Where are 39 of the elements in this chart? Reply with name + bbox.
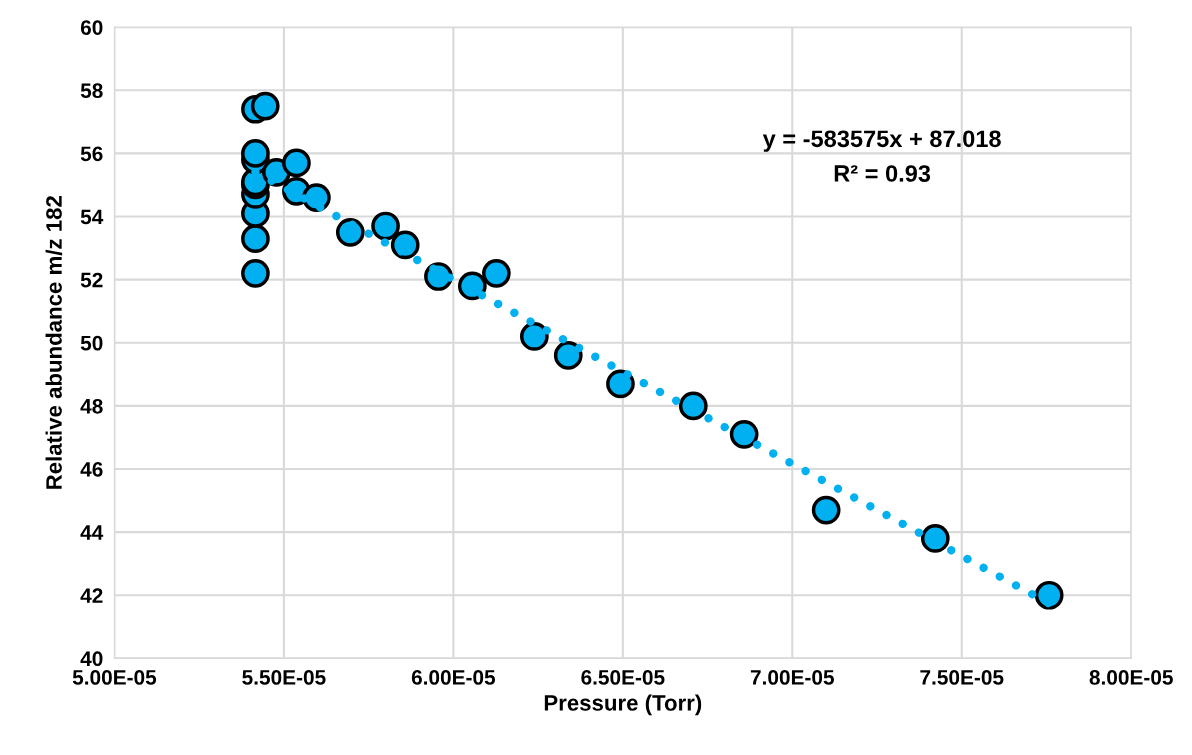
point — [250, 91, 280, 121]
y-tick-label: 58 — [80, 83, 103, 99]
x-axis-title: Pressure (Torr) — [544, 694, 702, 716]
point — [282, 148, 311, 178]
x-tick-label: 5.00E-05 — [72, 670, 157, 685]
point — [520, 322, 549, 351]
y-tick-label: 54 — [80, 209, 104, 225]
y-tick-label: 46 — [80, 462, 103, 477]
x-tick-label: 7.00E-05 — [750, 670, 834, 685]
point — [811, 495, 841, 525]
x-tick-label: 6.50E-05 — [581, 670, 665, 685]
annotation: R² = 0.93 — [834, 165, 931, 182]
point — [678, 391, 708, 421]
y-tick-label: 48 — [80, 398, 103, 414]
y-tick-label: 40 — [80, 651, 103, 667]
point — [241, 139, 270, 168]
point — [241, 224, 270, 253]
point — [920, 524, 950, 553]
x-tick-label: 6.00E-05 — [411, 670, 496, 685]
y-tick-label: 50 — [80, 335, 103, 351]
point — [729, 419, 759, 449]
annotation: y = -583575x + 87.018 — [762, 130, 1001, 152]
y-tick-label: 52 — [80, 272, 103, 288]
point — [482, 258, 511, 288]
y-tick-label: 60 — [80, 20, 103, 35]
x-tick-label: 7.50E-05 — [920, 670, 1004, 685]
point — [606, 369, 635, 399]
x-tick-label: 8.00E-05 — [1089, 670, 1173, 685]
y-tick-label: 42 — [80, 588, 103, 603]
x-tick-label: 5.50E-05 — [242, 670, 326, 685]
point — [371, 211, 400, 241]
point — [390, 230, 420, 260]
y-tick-label: 44 — [80, 525, 104, 540]
y-axis-title: Relative abundance m/z 182 — [45, 196, 63, 489]
point — [553, 341, 583, 370]
point — [335, 217, 365, 247]
y-tick-label: 56 — [80, 146, 103, 162]
point — [241, 258, 270, 288]
point — [1034, 580, 1064, 610]
